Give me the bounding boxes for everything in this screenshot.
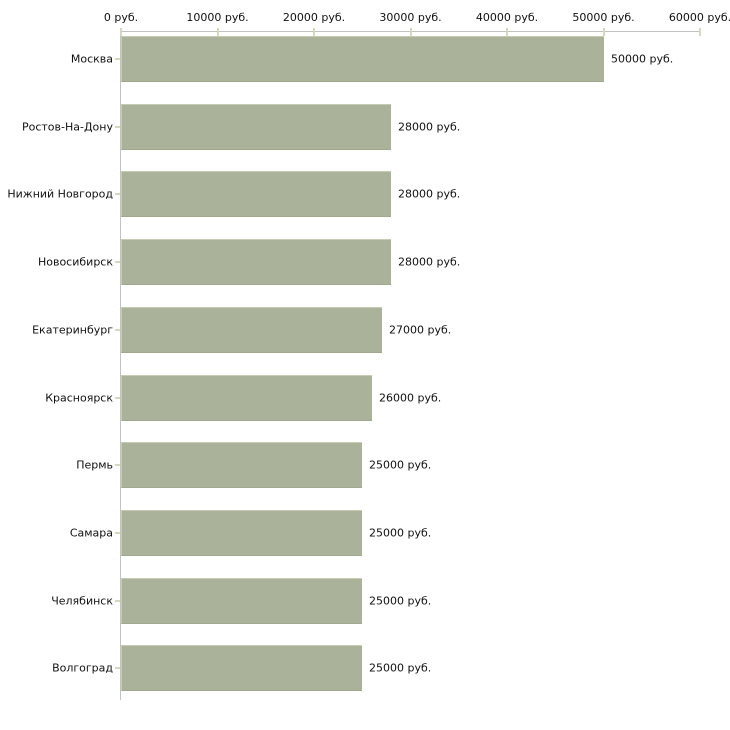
bar-category-label: Новосибирск xyxy=(37,255,113,269)
x-axis-tick xyxy=(120,28,122,36)
bar xyxy=(121,374,372,421)
x-axis-tick-label: 0 руб. xyxy=(103,11,139,24)
y-axis-tick xyxy=(115,599,120,602)
bar-value-label: 25000 руб. xyxy=(369,594,432,608)
bar-category-label: Ростов-На-Дону xyxy=(21,120,113,134)
y-axis-tick xyxy=(115,328,120,331)
bar xyxy=(121,442,362,489)
y-axis-tick xyxy=(115,261,120,264)
x-axis-tick xyxy=(699,28,701,36)
bar-value-label: 27000 руб. xyxy=(389,323,452,337)
bar-value-label: 28000 руб. xyxy=(398,187,461,201)
bar-category-label: Челябинск xyxy=(51,594,113,608)
bar-category-label: Волгоград xyxy=(52,661,113,675)
bar-value-label: 25000 руб. xyxy=(369,458,432,472)
y-axis-tick xyxy=(115,396,120,399)
bar-value-label: 50000 руб. xyxy=(611,52,674,66)
x-axis-tick xyxy=(602,28,605,36)
y-axis-tick xyxy=(115,464,120,467)
x-axis-tick-label: 10000 руб. xyxy=(186,11,249,24)
x-axis-tick xyxy=(409,28,412,36)
y-axis-line xyxy=(120,31,121,700)
bar-category-label: Самара xyxy=(69,526,113,540)
bar-category-label: Красноярск xyxy=(45,391,113,404)
x-axis-tick-label: 20000 руб. xyxy=(282,11,346,24)
bar-value-label: 25000 руб. xyxy=(369,661,432,675)
x-axis-tick-label: 50000 руб. xyxy=(572,11,635,24)
bar-category-label: Пермь xyxy=(76,458,113,472)
bar-value-label: 26000 руб. xyxy=(379,391,442,404)
bar xyxy=(121,239,391,286)
x-axis-tick-label: 40000 руб. xyxy=(475,11,539,24)
bar-value-label: 28000 руб. xyxy=(398,120,461,134)
x-axis-tick xyxy=(216,28,219,36)
bar xyxy=(121,171,391,218)
bar xyxy=(121,577,362,624)
bar xyxy=(121,306,382,353)
bar-value-label: 25000 руб. xyxy=(369,526,432,540)
bar-category-label: Нижний Новгород xyxy=(7,187,113,201)
bar-category-label: Москва xyxy=(70,52,113,66)
x-axis-tick-label: 60000 руб. xyxy=(668,11,730,24)
y-axis-tick xyxy=(115,193,120,196)
bar xyxy=(121,645,362,692)
y-axis-tick xyxy=(115,58,120,60)
bar-value-label: 28000 руб. xyxy=(398,255,461,269)
x-axis-tick xyxy=(313,28,315,36)
y-axis-tick xyxy=(115,667,120,670)
y-axis-tick xyxy=(115,125,120,128)
x-axis-tick xyxy=(506,28,508,36)
y-axis-tick xyxy=(115,531,120,534)
bar xyxy=(121,509,362,556)
bar xyxy=(121,103,391,150)
bar-category-label: Екатеринбург xyxy=(32,323,113,337)
x-axis-tick-label: 30000 руб. xyxy=(379,11,442,24)
bar xyxy=(121,36,604,82)
